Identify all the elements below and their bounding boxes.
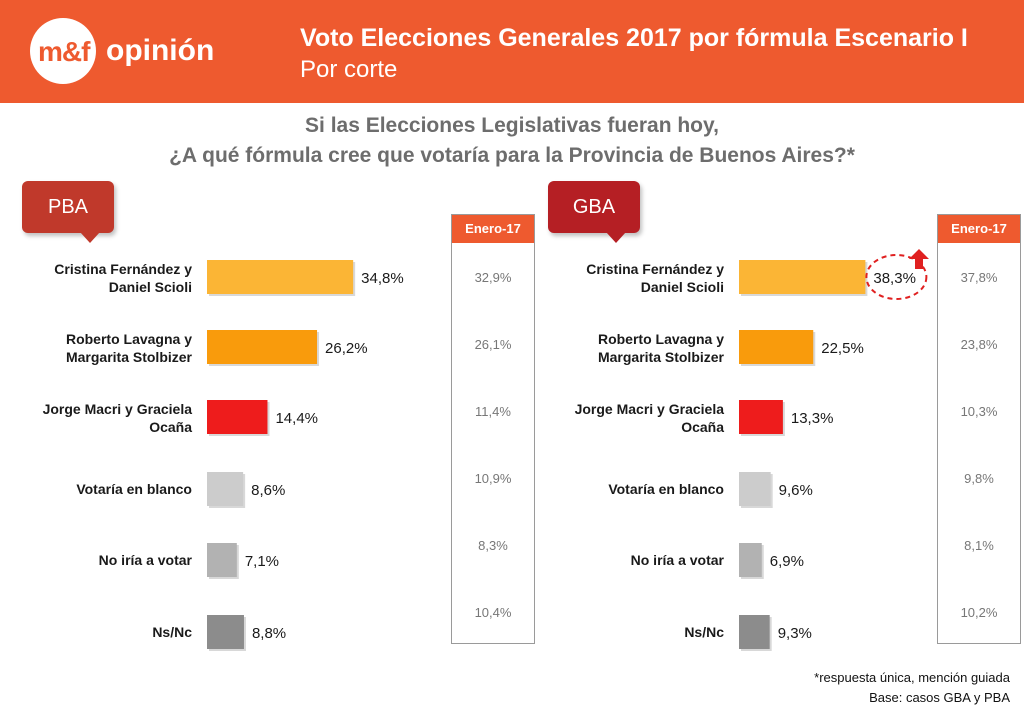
enero-value: 9,8% [964,471,994,486]
data-label: 34,8% [361,270,404,287]
enero-value: 10,9% [474,471,512,486]
bar-gba-4 [739,543,762,577]
data-label: 8,6% [251,482,285,499]
bar-pba-1 [207,330,318,364]
panel-tag-gba-label: GBA [572,196,616,218]
page-subtitle: Por corte [300,56,398,83]
increase-arrow-icon [909,249,929,269]
category-label: No iría a votar [631,552,725,568]
category-label: Cristina Fernández y [586,261,724,277]
data-label: 26,2% [325,340,368,357]
bar-pba-0 [207,260,354,294]
category-label: Roberto Lavagna y [66,331,192,347]
category-label: Ns/Nc [152,624,192,640]
data-label: 38,3% [873,270,916,287]
bar-pba-3 [207,472,244,506]
footnote-line-2: Base: casos GBA y PBA [869,690,1010,705]
data-label: 9,3% [778,625,812,642]
footnote-line-1: *respuesta única, mención guiada [814,670,1010,685]
category-label: Daniel Scioli [641,279,724,295]
enero-comparison-gba: Enero-17 37,8% 23,8% 10,3% 9,8% 8,1% 10,2% [937,214,1021,644]
bar-gba-2 [739,400,783,434]
enero-value: 32,9% [474,270,512,285]
bar-pba-4 [207,543,237,577]
question-line-2: ¿A qué fórmula cree que votaría para la … [169,144,855,167]
bar-gba-1 [739,330,814,364]
bar-pba-2 [207,400,268,434]
brand-logo-circle [30,18,96,84]
brand-mark: m&f [38,36,90,67]
category-label: Roberto Lavagna y [598,331,724,347]
page-title: Voto Elecciones Generales 2017 por fórmu… [300,24,968,52]
enero-comparison-pba: Enero-17 32,9% 26,1% 11,4% 10,9% 8,3% 10,4% [451,214,535,644]
category-label: Margarita Stolbizer [66,349,193,365]
category-label: Votaría en blanco [76,481,192,497]
speech-tail [606,232,626,243]
enero-value: 26,1% [474,337,512,352]
enero-value: 37,8% [960,270,998,285]
panel-tag-gba: GBA [548,181,640,243]
speech-tail [80,232,100,243]
category-label: Votaría en blanco [608,481,724,497]
data-label: 13,3% [791,410,834,427]
question-line-1: Si las Elecciones Legislativas fueran ho… [305,114,719,137]
category-label: Margarita Stolbizer [598,349,725,365]
category-label: No iría a votar [99,552,193,568]
data-label: 8,8% [252,625,286,642]
bar-gba-5 [739,615,770,649]
enero-value: 10,3% [960,404,998,419]
enero-value: 10,2% [960,605,998,620]
bar-gba-3 [739,472,771,506]
category-label: Jorge Macri y Graciela [575,401,725,417]
panel-tag-pba: PBA [22,181,114,243]
header-bar: m&f opinión Voto Elecciones Generales 20… [0,0,1024,103]
category-label: Ns/Nc [684,624,724,640]
category-label: Jorge Macri y Graciela [43,401,193,417]
enero-header: Enero-17 [452,215,534,243]
data-label: 6,9% [770,553,804,570]
data-label: 7,1% [245,553,279,570]
enero-header: Enero-17 [938,215,1020,243]
data-label: 14,4% [275,410,318,427]
category-label: Ocaña [149,419,192,435]
data-label: 22,5% [821,340,864,357]
panel-tag-pba-label: PBA [47,196,89,218]
highlight-circle [865,254,928,300]
enero-value: 8,3% [478,538,508,553]
survey-question: Si las Elecciones Legislativas fueran ho… [0,111,1024,171]
category-label: Daniel Scioli [109,279,192,295]
category-label: Cristina Fernández y [54,261,192,277]
enero-value: 11,4% [475,404,511,419]
bar-pba-5 [207,615,244,649]
enero-value: 10,4% [474,605,512,620]
data-label: 9,6% [779,482,813,499]
enero-value: 23,8% [960,337,998,352]
brand-name: opinión [106,34,215,67]
enero-value: 8,1% [964,538,994,553]
category-label: Ocaña [681,419,724,435]
footnote: *respuesta única, mención guiada Base: c… [814,668,1010,708]
bar-gba-0 [739,260,866,294]
